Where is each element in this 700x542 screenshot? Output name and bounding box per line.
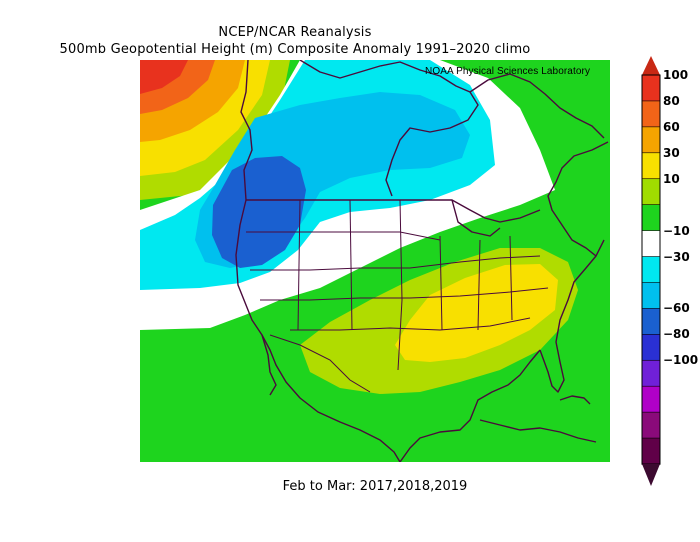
state-borders: [246, 199, 549, 393]
colorbar-band: [641, 178, 661, 206]
field-blue: [212, 156, 306, 268]
colorbar-band: [641, 385, 661, 413]
colorbar-band: [641, 334, 661, 362]
colorbar-band: [641, 411, 661, 439]
colorbar-band: [641, 308, 661, 336]
colorbar-tick-label: −60: [663, 301, 690, 316]
map-subtitle: 500mb Geopotential Height (m) Composite …: [59, 42, 531, 57]
colorbar-tick-label: 80: [663, 93, 680, 108]
colorbar-tick-label: 100: [663, 68, 689, 82]
colorbar-tick-label: 60: [663, 119, 680, 134]
coastlines: [235, 60, 609, 462]
colorbar-band: [641, 282, 661, 310]
colorbar-band: [641, 152, 661, 180]
colorbar-band: [641, 437, 661, 465]
colorbar-band: [641, 256, 661, 284]
colorbar-tick-label: 10: [663, 171, 680, 186]
colorbar-band: [641, 100, 661, 128]
period-label: Feb to Mar: 2017,2018,2019: [282, 479, 468, 494]
colorbar-band: [641, 74, 661, 102]
colorbar-band: [641, 359, 661, 387]
colorbar-tick-label: 30: [663, 145, 680, 160]
colorbar-tick-label: −10: [663, 223, 690, 238]
colorbar-tick-label: −100: [663, 353, 699, 368]
field-yellow-se: [395, 264, 558, 362]
colorbar-bottom-arrow: [642, 464, 660, 486]
colorbar-tick-label: −30: [663, 249, 690, 264]
field-red-nw: [140, 60, 188, 94]
colorbar-top-arrow: [642, 56, 660, 75]
colorbar-tick-label: −80: [663, 327, 690, 342]
colorbar-band: [641, 204, 661, 232]
colorbar-band: [641, 126, 661, 154]
credit-label: NOAA Physical Sciences Laboratory: [425, 66, 591, 77]
map-title: NCEP/NCAR Reanalysis: [218, 25, 372, 40]
colorbar-band: [641, 230, 661, 258]
